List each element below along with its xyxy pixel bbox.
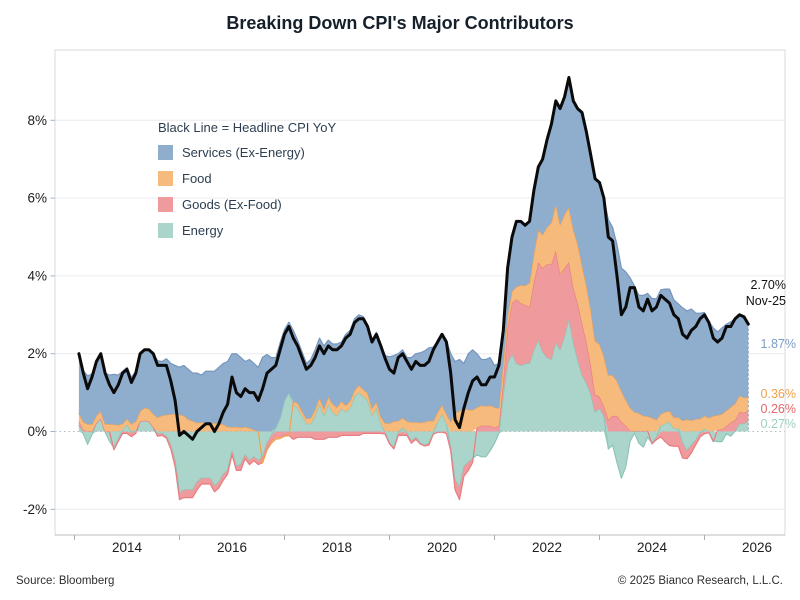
legend-item-label: Energy xyxy=(182,222,224,238)
svg-text:8%: 8% xyxy=(27,113,47,128)
goods-end-value-label: 0.26% xyxy=(760,402,796,416)
legend-item-goods: Goods (Ex-Food) xyxy=(158,191,336,217)
legend-heading: Black Line = Headline CPI YoY xyxy=(158,120,337,135)
legend-item-label: Goods (Ex-Food) xyxy=(182,196,282,212)
legend-item-food: Food xyxy=(158,165,336,191)
headline-value-annotation: 2.70% Nov-25 xyxy=(746,277,786,309)
legend: Black Line = Headline CPI YoY Services (… xyxy=(158,119,336,243)
energy-swatch-icon xyxy=(158,222,173,238)
services-end-value-label: 1.87% xyxy=(760,337,796,351)
headline-date: Nov-25 xyxy=(745,294,786,308)
svg-text:2024: 2024 xyxy=(637,540,668,555)
food-end-value-label: 0.36% xyxy=(760,387,796,401)
chart-title: Breaking Down CPI's Major Contributors xyxy=(226,13,574,33)
services-swatch-icon xyxy=(158,144,173,160)
svg-text:2%: 2% xyxy=(27,346,47,361)
source-credit: Source: Bloomberg xyxy=(16,575,115,587)
legend-item-label: Services (Ex-Energy) xyxy=(182,144,305,160)
svg-text:2018: 2018 xyxy=(322,540,352,555)
goods-swatch-icon xyxy=(158,196,173,212)
svg-text:4%: 4% xyxy=(27,268,47,283)
food-swatch-icon xyxy=(158,170,173,186)
copyright-notice: © 2025 Bianco Research, L.L.C. xyxy=(617,575,783,587)
svg-text:2026: 2026 xyxy=(742,540,772,555)
svg-text:2020: 2020 xyxy=(427,540,457,555)
headline-value: 2.70% xyxy=(750,278,786,292)
svg-text:0%: 0% xyxy=(27,424,47,439)
svg-text:2014: 2014 xyxy=(112,540,143,555)
legend-item-energy: Energy xyxy=(158,217,336,243)
legend-item-services: Services (Ex-Energy) xyxy=(158,139,336,165)
svg-text:2022: 2022 xyxy=(532,540,562,555)
svg-text:6%: 6% xyxy=(27,191,47,206)
legend-item-label: Food xyxy=(182,170,212,186)
svg-text:-2%: -2% xyxy=(23,502,47,517)
svg-text:2016: 2016 xyxy=(217,540,247,555)
energy-end-value-label: 0.27% xyxy=(760,417,796,431)
